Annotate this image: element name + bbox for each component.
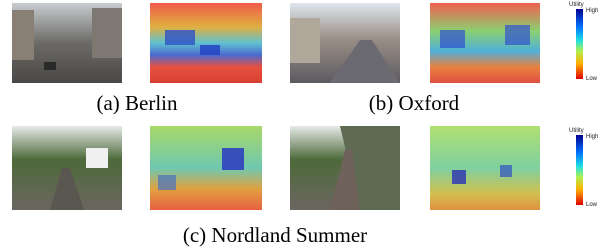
colorbar-low: Low bbox=[586, 202, 598, 208]
heatmap-oxford bbox=[430, 3, 540, 83]
colorbar-low: Low bbox=[586, 76, 598, 82]
heatmap-nordland-2 bbox=[430, 126, 540, 210]
photo-oxford bbox=[290, 3, 400, 83]
caption: (b) Oxford bbox=[369, 91, 460, 115]
colorbar: Utility High Low bbox=[569, 2, 598, 82]
photo-berlin bbox=[12, 3, 122, 83]
colorbar: Utility High Low bbox=[569, 128, 598, 208]
colorbar-title: Utility bbox=[569, 2, 584, 8]
colorbar-high: High bbox=[586, 134, 598, 140]
photo-nordland-1 bbox=[12, 126, 122, 210]
photo-nordland-2 bbox=[290, 126, 400, 210]
heatmap-berlin bbox=[150, 3, 262, 83]
heatmap-nordland-1 bbox=[150, 126, 262, 210]
colorbar-title: Utility bbox=[569, 128, 584, 134]
figure: Utility High Low (a) Berlin (b) Oxford U… bbox=[0, 0, 605, 251]
colorbar-high: High bbox=[586, 8, 598, 14]
caption: (a) Berlin bbox=[96, 91, 178, 115]
caption: (c) Nordland Summer bbox=[183, 223, 367, 247]
